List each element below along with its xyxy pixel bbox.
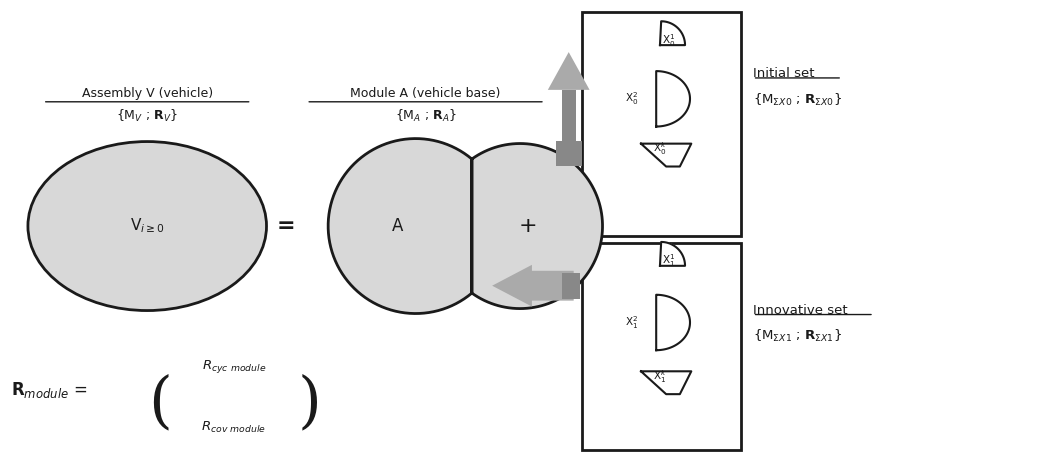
Text: +: + [518, 216, 537, 236]
Text: Module A (vehicle base): Module A (vehicle base) [351, 87, 501, 100]
Bar [582, 12, 741, 236]
Text: X$_0^k$: X$_0^k$ [653, 140, 667, 157]
Text: ): ) [298, 373, 322, 433]
Text: Assembly V (vehicle): Assembly V (vehicle) [81, 87, 212, 100]
Ellipse shape [28, 142, 266, 310]
Text: (: ( [148, 373, 172, 433]
Polygon shape [641, 371, 691, 394]
Text: Innovative set: Innovative set [753, 304, 847, 317]
Text: R$_{cov\ module}$: R$_{cov\ module}$ [201, 420, 266, 435]
FancyArrow shape [548, 52, 589, 90]
Text: Initial set: Initial set [753, 67, 814, 81]
Bar [556, 140, 582, 166]
Text: $\mathbf{R}_{module}$ =: $\mathbf{R}_{module}$ = [11, 380, 87, 400]
Text: =: = [277, 216, 296, 236]
Text: {M$_{\Sigma X1}$ ; $\mathbf{R}_{\Sigma X1}$}: {M$_{\Sigma X1}$ ; $\mathbf{R}_{\Sigma X… [753, 328, 842, 344]
Text: {M$_{\Sigma X0}$ ; $\mathbf{R}_{\Sigma X0}$}: {M$_{\Sigma X0}$ ; $\mathbf{R}_{\Sigma X… [753, 92, 842, 108]
Text: X$_1^2$: X$_1^2$ [626, 314, 638, 331]
Text: X$_1^1$: X$_1^1$ [662, 252, 676, 269]
Text: X$_0^2$: X$_0^2$ [626, 90, 639, 107]
Bar [562, 90, 576, 162]
Text: {M$_A$ ; $\mathbf{R}_A$}: {M$_A$ ; $\mathbf{R}_A$} [395, 107, 457, 124]
Text: A: A [392, 217, 404, 235]
Text: V$_{i\geq0}$: V$_{i\geq0}$ [130, 217, 164, 236]
Polygon shape [641, 144, 691, 167]
Bar [562, 273, 580, 299]
Polygon shape [656, 71, 690, 127]
Text: {M$_V$ ; $\mathbf{R}_V$}: {M$_V$ ; $\mathbf{R}_V$} [117, 107, 178, 124]
Polygon shape [660, 21, 685, 45]
Text: X$_0^1$: X$_0^1$ [662, 32, 676, 49]
Polygon shape [660, 242, 685, 266]
Text: R$_{cyc\ module}$: R$_{cyc\ module}$ [202, 357, 265, 375]
Bar [582, 243, 741, 450]
Text: X$_1^k$: X$_1^k$ [653, 368, 667, 384]
Polygon shape [656, 295, 690, 350]
FancyArrow shape [492, 265, 574, 307]
Polygon shape [328, 138, 603, 314]
